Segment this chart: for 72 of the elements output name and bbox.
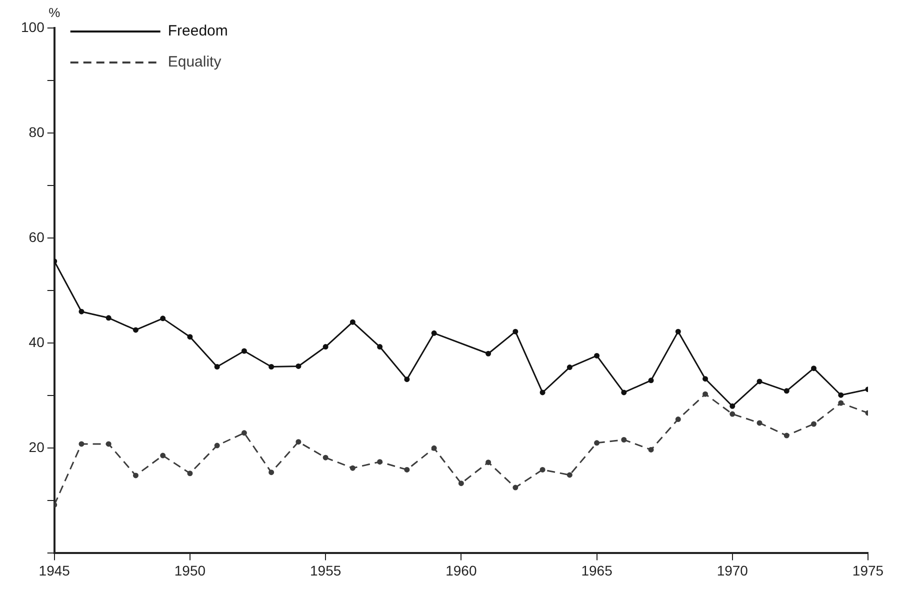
point <box>702 376 708 382</box>
point <box>811 366 817 372</box>
point <box>106 441 112 447</box>
point <box>296 363 302 369</box>
point <box>838 392 844 398</box>
point <box>730 411 736 417</box>
text: Equality <box>168 54 222 71</box>
point <box>160 316 166 322</box>
point <box>431 445 437 451</box>
point <box>756 420 762 426</box>
point <box>241 430 247 436</box>
point <box>811 421 817 427</box>
point <box>730 403 736 409</box>
point <box>350 465 356 471</box>
x-tick-label: 1960 <box>446 562 477 578</box>
point <box>486 350 492 356</box>
point <box>350 319 356 325</box>
point <box>512 484 518 490</box>
point <box>648 446 654 452</box>
point <box>512 328 518 334</box>
point <box>78 308 84 314</box>
point <box>404 466 410 472</box>
y-tick-label: 60 <box>28 228 45 245</box>
point <box>214 442 220 448</box>
point <box>377 344 383 350</box>
point <box>268 364 274 370</box>
point <box>566 472 572 478</box>
point <box>268 470 274 476</box>
point <box>78 441 84 447</box>
x-tick-label: 1955 <box>310 562 342 578</box>
point <box>431 330 437 336</box>
point <box>377 459 383 465</box>
x-tick-label: 1950 <box>174 562 206 578</box>
text: Freedom <box>168 22 228 40</box>
point <box>132 327 138 333</box>
point <box>160 452 166 458</box>
y-tick-label: 20 <box>28 439 45 456</box>
point <box>675 328 681 334</box>
y-tick-label: 40 <box>28 334 45 350</box>
point <box>702 391 708 397</box>
point <box>648 378 654 384</box>
point <box>756 378 762 384</box>
point <box>214 364 220 370</box>
y-axis-title: % <box>48 5 61 20</box>
point <box>187 334 193 340</box>
point <box>322 454 328 460</box>
x-tick-label: 1975 <box>852 562 884 578</box>
point <box>486 460 492 466</box>
point <box>322 344 328 350</box>
point <box>404 376 410 382</box>
y-tick-label: 100 <box>21 18 45 35</box>
point <box>675 416 681 422</box>
point <box>540 390 546 396</box>
x-tick-label: 1965 <box>581 562 613 578</box>
point <box>132 472 138 478</box>
point <box>838 400 844 406</box>
point <box>621 390 627 396</box>
x-tick-label: 1970 <box>716 562 748 578</box>
y-tick-label: 80 <box>28 124 45 140</box>
x-tick-label: 1945 <box>38 562 70 578</box>
point <box>784 388 790 394</box>
point <box>784 432 790 438</box>
point <box>594 352 600 358</box>
point <box>106 315 112 321</box>
point <box>296 439 302 445</box>
point <box>566 364 572 370</box>
point <box>594 440 600 446</box>
point <box>621 437 627 443</box>
point <box>241 348 247 354</box>
point <box>187 470 193 476</box>
point <box>458 480 464 486</box>
point <box>540 466 546 472</box>
